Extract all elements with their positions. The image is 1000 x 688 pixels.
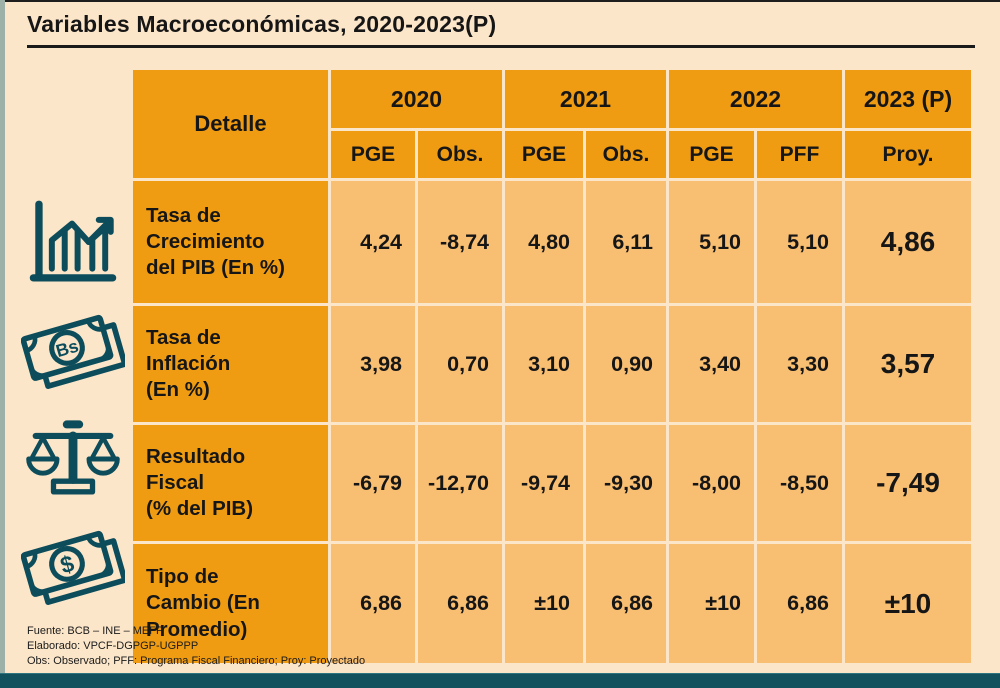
table-row: Tasa de Inflación (En %) 3,98 0,70 3,10 … [133, 306, 971, 422]
table-body: Tasa de Crecimiento del PIB (En %) 4,24 … [133, 181, 971, 663]
screen-top-edge [0, 0, 1000, 2]
value-cell: 0,90 [586, 306, 666, 422]
value-cell: 4,80 [505, 181, 583, 303]
value-cell: -9,74 [505, 425, 583, 541]
header-year-2022: 2022 [669, 70, 842, 128]
bottom-accent-bar [0, 673, 1000, 688]
title-underline [27, 45, 975, 48]
banknote-bs-icon: Bs [20, 300, 126, 404]
value-cell: -8,00 [669, 425, 754, 541]
footer-elaborated-line: Elaborado: VPCF-DGPGP-UGPPP [27, 640, 199, 652]
value-cell: 6,86 [757, 544, 842, 663]
subheader-2023-proy: Proy. [845, 131, 971, 178]
table-row: Resultado Fiscal (% del PIB) -6,79 -12,7… [133, 425, 971, 541]
value-cell: 5,10 [669, 181, 754, 303]
header-year-2023: 2023 (P) [845, 70, 971, 128]
value-cell: 3,10 [505, 306, 583, 422]
screen-left-edge [0, 0, 5, 688]
value-cell: 3,98 [331, 306, 415, 422]
value-cell: -12,70 [418, 425, 502, 541]
page-title: Variables Macroeconómicas, 2020-2023(P) [27, 11, 497, 37]
value-cell-projection: 4,86 [845, 181, 971, 303]
value-cell-projection: 3,57 [845, 306, 971, 422]
row-label: Tasa de Inflación (En %) [133, 306, 328, 422]
subheader-2021-obs: Obs. [586, 131, 666, 178]
value-cell: 3,30 [757, 306, 842, 422]
value-cell: 3,40 [669, 306, 754, 422]
row-label: Tasa de Crecimiento del PIB (En %) [133, 181, 328, 303]
subheader-2021-pge: PGE [505, 131, 583, 178]
banknote-dollar-icon: $ [20, 514, 126, 621]
value-cell: 6,86 [418, 544, 502, 663]
subheader-2022-pff: PFF [757, 131, 842, 178]
table-row: Tipo de Cambio (En Promedio) 6,86 6,86 ±… [133, 544, 971, 663]
value-cell: ±10 [505, 544, 583, 663]
growth-chart-icon [20, 187, 126, 297]
value-cell: -8,50 [757, 425, 842, 541]
value-cell: 4,24 [331, 181, 415, 303]
value-cell: 6,86 [331, 544, 415, 663]
header-year-row: Detalle 2020 2021 2022 2023 (P) [133, 70, 971, 178]
value-cell: -9,30 [586, 425, 666, 541]
subheader-2020-pge: PGE [331, 131, 415, 178]
value-cell: 5,10 [757, 181, 842, 303]
subheader-2022-pge: PGE [669, 131, 754, 178]
value-cell: -6,79 [331, 425, 415, 541]
macro-variables-table: Detalle 2020 2021 2022 2023 (P) PGE Obs.… [130, 67, 974, 666]
footer-notes: Fuente: BCB – INE – MEFP Elaborado: VPCF… [27, 624, 365, 669]
value-cell: -8,74 [418, 181, 502, 303]
balance-scale-icon [20, 407, 126, 511]
header-detalle: Detalle [133, 70, 328, 178]
row-label: Tipo de Cambio (En Promedio) [133, 544, 328, 663]
value-cell: 6,11 [586, 181, 666, 303]
header-year-2020: 2020 [331, 70, 502, 128]
value-cell-projection: -7,49 [845, 425, 971, 541]
footer-abbreviations-line: Obs: Observado; PFF: Programa Fiscal Fin… [27, 655, 366, 667]
value-cell: 0,70 [418, 306, 502, 422]
value-cell: 6,86 [586, 544, 666, 663]
subheader-2020-obs: Obs. [418, 131, 502, 178]
footer-source-line: Fuente: BCB – INE – MEFP [27, 625, 164, 637]
header-sub-row: PGE Obs. PGE Obs. PGE PFF Proy. [133, 131, 971, 178]
header-year-2021: 2021 [505, 70, 666, 128]
value-cell-projection: ±10 [845, 544, 971, 663]
value-cell: ±10 [669, 544, 754, 663]
row-label: Resultado Fiscal (% del PIB) [133, 425, 328, 541]
table-row: Tasa de Crecimiento del PIB (En %) 4,24 … [133, 181, 971, 303]
